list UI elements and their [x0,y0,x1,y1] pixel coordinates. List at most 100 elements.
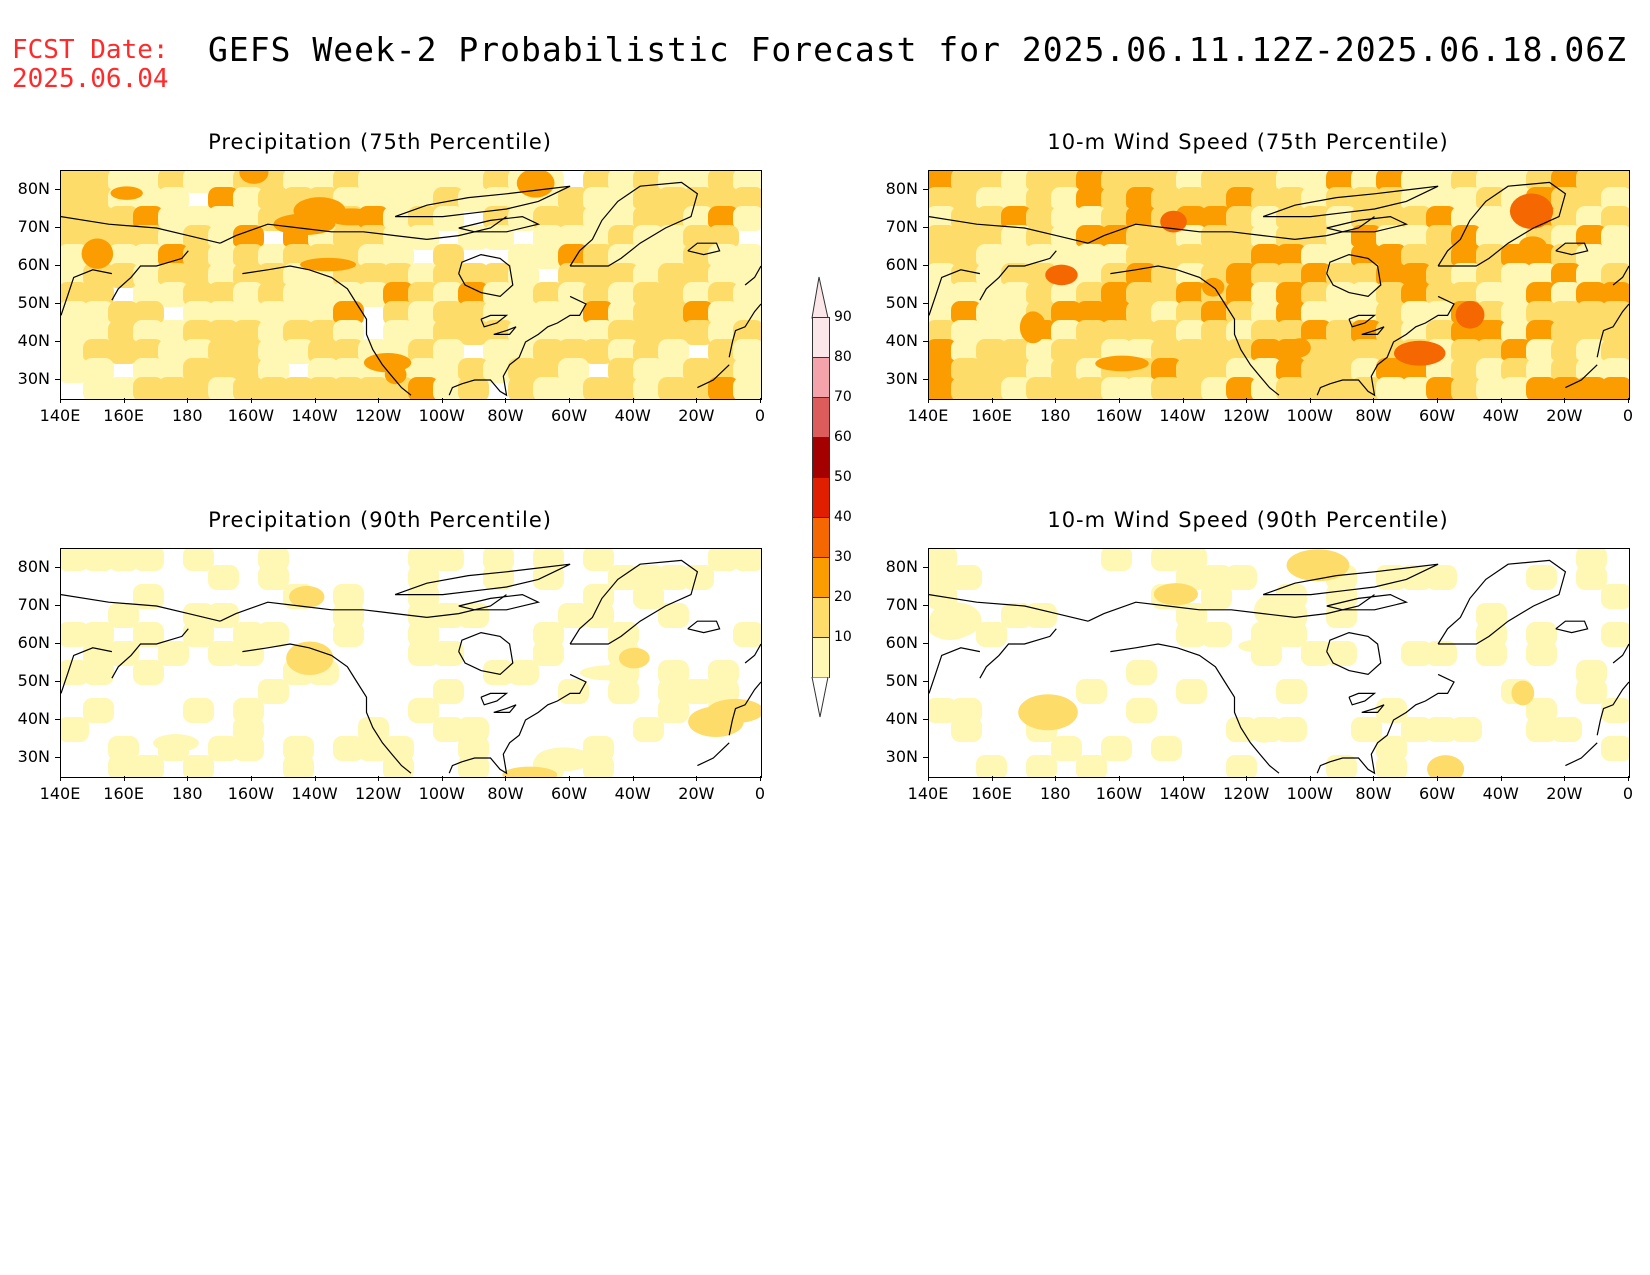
field-cell [929,565,957,590]
field-cell [1226,377,1257,399]
field-cell [1051,736,1082,761]
lat-label: 50N [17,293,50,312]
field-cell [408,584,439,609]
field-cell [1301,301,1332,326]
lon-label: 0 [1622,406,1634,425]
field-cell [1301,320,1332,345]
lon-tick [1118,398,1120,403]
lon-label: 140W [1159,784,1206,803]
field-cell [1276,206,1307,231]
lon-label: 100W [418,784,465,803]
lon-tick [60,776,61,781]
field-cell [183,622,214,647]
field-cell [1376,698,1407,723]
coastline [1437,181,1567,267]
field-cell [358,244,389,269]
field-cell [558,339,589,364]
field-cell [1551,320,1582,345]
lon-label: 140E [39,406,81,425]
field-cell [976,187,1007,212]
field-cell [1126,187,1157,212]
lon-tick [187,776,189,781]
lon-tick [1373,398,1375,403]
field-cell [258,320,289,345]
lon-label: 100W [1286,784,1333,803]
field-cell [1276,282,1307,307]
field-cell [1251,187,1282,212]
field-cell [1526,282,1557,307]
field-cell [1226,301,1257,326]
field-cell [1401,206,1432,231]
coastline [1596,303,1629,358]
field-cell [258,565,289,590]
field-cell [951,244,982,269]
field-cell [358,187,389,212]
field-cell [951,698,982,723]
field-cell [1251,358,1282,383]
field-cell [1501,301,1532,326]
field-cell [608,263,639,288]
coastline [61,594,221,622]
field-cell [1526,301,1557,326]
field-cell [258,622,289,647]
field-cell [208,320,239,345]
field-cell [1276,679,1307,704]
field-cell [1026,339,1057,364]
field-cell [1051,358,1082,383]
field-cell [976,377,1007,399]
lon-tick [1182,398,1184,403]
field-cell [1201,339,1232,364]
field-cell [1326,320,1357,345]
coastline [448,673,587,775]
field-cell [1001,358,1032,383]
field-hotspot [1238,639,1280,653]
field-cell [183,339,214,364]
field-cell [483,660,514,685]
lon-label: 60W [1418,406,1456,425]
field-cell [308,339,339,364]
field-cell [483,358,514,383]
field-cell [1326,187,1357,212]
lon-label: 20W [678,784,715,803]
coastline [1110,643,1280,774]
field-cell [1101,244,1132,269]
colorbar-bottom-arrow [811,677,829,718]
field-cell [233,339,264,364]
field-cell [1401,244,1432,269]
field-cell [1476,603,1507,628]
field-cell [1101,282,1132,307]
lon-tick [1628,776,1629,781]
colorbar-label: 80 [834,349,852,365]
field-cell [1251,244,1282,269]
lon-label: 160W [227,784,275,803]
field-cell [408,320,439,345]
field-cell [61,660,89,685]
field-cell [533,301,564,326]
coastline [697,742,730,767]
field-cell [1601,736,1629,761]
field-cell [1451,717,1482,742]
field-cell [1101,187,1132,212]
field-cell [1201,622,1232,647]
field-cell [383,320,414,345]
lon-label: 180 [1039,784,1071,803]
coastline [1612,643,1629,664]
forecast-date: FCST Date: 2025.06.04 [12,36,169,94]
field-hotspot [707,698,761,724]
field-cell [108,377,139,399]
field-cell [658,603,689,628]
field-cell [458,717,489,742]
field-cell [1001,244,1032,269]
field-cell [583,263,614,288]
lat-label: 80N [885,557,918,576]
field-cell [1276,717,1307,742]
field-cell [61,301,89,326]
coastline [1565,742,1598,767]
field-cell [633,282,664,307]
lat-label: 60N [885,255,918,274]
lon-label: 80W [487,784,524,803]
colorbar-swatch [812,477,830,518]
field-cell [708,263,739,288]
field-cell [1126,320,1157,345]
field-cell [433,717,464,742]
